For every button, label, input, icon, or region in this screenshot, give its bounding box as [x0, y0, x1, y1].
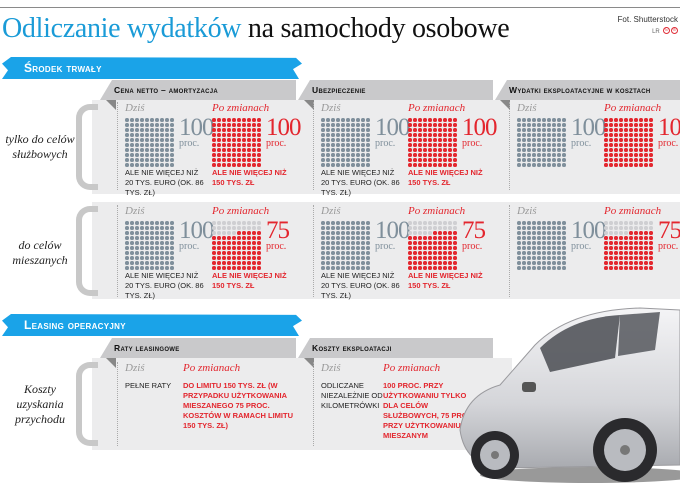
row-label-income-costs: Koszty uzyskania przychodu — [15, 382, 65, 426]
after-label: Po zmianach — [408, 205, 466, 217]
lease-installments-cell: Dziś Po zmianach Pełne raty Do limitu 150 … — [117, 362, 297, 446]
today-note: Ale nie więcej niż 20 tys. euro (ok. 86 … — [125, 271, 204, 300]
row-label-mixed: do celów mieszanych — [12, 238, 68, 267]
today-label: Dziś — [125, 362, 145, 374]
column-header-operating-costs: Koszty eksploatacji — [298, 338, 493, 358]
after-text: 100 proc. przy użytkowaniu tylko dla cel… — [383, 381, 476, 440]
today-text: Pełne raty — [125, 381, 172, 390]
comparison-cell: Dziś Po zmianach 100 proc. 75 proc. Ale ni… — [313, 205, 498, 300]
after-percent: 75 proc. — [462, 217, 486, 252]
operating-costs-cell: Dziś Po zmianach Odliczane niezależnie od… — [313, 362, 493, 446]
row-panel-business — [92, 100, 680, 194]
today-percent: 100 proc. — [375, 114, 410, 149]
title-rest: na samochody osobowe — [247, 13, 510, 44]
today-note: Ale nie więcej niż 20 tys. euro (ok. 86 … — [321, 271, 400, 300]
comparison-cell: Dziś Po zmianach 100 proc. 75 proc. Ale ni… — [117, 205, 302, 300]
row-panel-mixed — [92, 202, 680, 299]
dot-grid — [321, 118, 370, 167]
dot-grid — [604, 118, 653, 167]
dot-grid — [212, 118, 261, 167]
today-note: Ale nie więcej niż 20 tys. euro (ok. 86 … — [321, 168, 400, 197]
column-header-lease-installments: Raty leasingowe — [100, 338, 296, 358]
today-label: Dziś — [517, 205, 537, 217]
column-header-net-price: Cena netto – amortyzacja — [100, 80, 296, 100]
after-percent: 75 proc. — [266, 217, 290, 252]
fold-corner — [304, 358, 314, 368]
after-percent: 75 proc. — [658, 217, 680, 252]
row-panel-leasing — [92, 358, 512, 450]
after-note: Ale nie więcej niż 150 tys. zł — [408, 271, 483, 290]
car-illustration — [459, 307, 680, 483]
page-title: Odliczanie wydatków na samochody osobowe — [2, 12, 510, 46]
dot-grid — [212, 221, 261, 270]
fold-corner — [106, 100, 116, 110]
title-highlight: Odliczanie wydatków — [2, 13, 242, 44]
dot-grid — [125, 118, 174, 167]
dot-grid — [604, 221, 653, 270]
brace-icon — [76, 362, 98, 446]
dot-grid — [125, 221, 174, 270]
today-label: Dziś — [321, 205, 341, 217]
after-label: Po zmianach — [408, 102, 466, 114]
today-percent: 100 proc. — [571, 114, 606, 149]
row-label-business: tylko do celów służbowych — [5, 132, 75, 161]
after-note: Ale nie więcej niż 150 tys. zł — [408, 168, 483, 187]
today-label: Dziś — [321, 102, 341, 114]
today-note: Ale nie więcej niż 20 tys. euro (ok. 86 … — [125, 168, 204, 197]
today-label: Dziś — [517, 102, 537, 114]
today-text: Odliczane niezależnie od kilometrówki — [321, 381, 383, 410]
fold-corner — [304, 100, 314, 110]
top-rule — [0, 7, 680, 8]
today-label: Dziś — [321, 362, 341, 374]
copyright-icon: © — [663, 27, 670, 35]
column-header-operating: Wydatki eksploatacyjne w kosztach — [495, 80, 680, 100]
after-label: Po zmianach — [604, 205, 662, 217]
after-label: Po zmianach — [212, 205, 270, 217]
today-label: Dziś — [125, 205, 145, 217]
fold-corner — [500, 100, 510, 110]
after-note: Ale nie więcej niż 150 tys. zł — [212, 271, 287, 290]
fold-corner — [106, 358, 116, 368]
photo-credit: Fot. Shutterstock LR © ® — [618, 14, 678, 38]
credit-text: Fot. Shutterstock — [617, 15, 678, 24]
after-text: Do limitu 150 tys. zł (w przypadku użytk… — [183, 381, 293, 430]
registered-icon: ® — [671, 27, 678, 35]
after-label: Po zmianach — [183, 362, 241, 374]
credit-tag: LR — [652, 29, 660, 35]
comparison-cell: Dziś Po zmianach 100 proc. 100 proc. Ale n… — [117, 102, 302, 197]
dot-grid — [517, 118, 566, 167]
today-percent: 100 proc. — [179, 114, 214, 149]
brace-icon — [76, 206, 98, 296]
today-label: Dziś — [125, 102, 145, 114]
brace-icon — [76, 104, 98, 190]
today-percent: 100 proc. — [179, 217, 214, 252]
today-percent: 100 proc. — [571, 217, 606, 252]
dot-grid — [408, 118, 457, 167]
after-note: Ale nie więcej niż 150 tys. zł — [212, 168, 287, 187]
after-label: Po zmianach — [212, 102, 270, 114]
after-label: Po zmianach — [383, 362, 441, 374]
comparison-cell: Dziś Po zmianach 100 proc. 100 proc. Ale n… — [313, 102, 498, 197]
dot-grid — [321, 221, 370, 270]
column-header-insurance: Ubezpieczenie — [298, 80, 493, 100]
dot-grid — [408, 221, 457, 270]
section-banner-fixed-asset: Środek trwały — [2, 57, 302, 79]
today-percent: 100 proc. — [375, 217, 410, 252]
section-banner-leasing: Leasing operacyjny — [2, 314, 302, 336]
comparison-cell: Dziś Po zmianach 100 proc. 75 proc. — [509, 205, 680, 297]
after-label: Po zmianach — [604, 102, 662, 114]
dot-grid — [517, 221, 566, 270]
